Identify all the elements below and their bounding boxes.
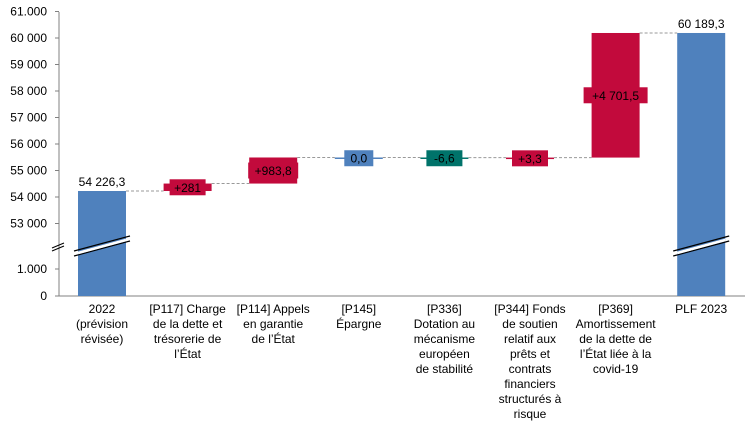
y-tick-label: 53 000 <box>10 217 47 231</box>
category-label: covid-19 <box>593 362 639 376</box>
category-label: PLF 2023 <box>675 302 727 316</box>
data-label: 0,0 <box>350 152 367 166</box>
data-label-box <box>583 87 648 104</box>
y-tick-label: 55 000 <box>10 164 47 178</box>
data-label-box <box>344 150 374 167</box>
data-label-box <box>512 150 548 167</box>
category-label: Dotation au <box>414 317 475 331</box>
category-label: Amortissement <box>576 317 657 331</box>
bar <box>677 32 726 296</box>
category-label: risque <box>514 407 547 421</box>
category-label: l’État liée à la <box>580 346 652 361</box>
bar-break-gap <box>77 238 127 255</box>
y-tick-label: 60 000 <box>10 31 47 45</box>
category-label: de la dette et <box>153 317 223 331</box>
category-label: de stabilité <box>416 362 474 376</box>
data-label-box <box>248 162 299 179</box>
category-label: prêts et <box>510 347 551 361</box>
category-label: structurés à <box>499 392 562 406</box>
category-label: [P117] Charge <box>149 302 226 316</box>
data-label-box <box>426 150 463 167</box>
category-label: [P369] <box>598 302 633 316</box>
data-label: +983,8 <box>255 164 292 178</box>
y-tick-label: 56 000 <box>10 137 47 151</box>
category-label: [P336] <box>427 302 462 316</box>
bar-break-icon <box>73 235 131 257</box>
category-label: en garantie <box>243 317 303 331</box>
data-label-box <box>169 179 206 196</box>
axis-break-icon <box>51 242 65 252</box>
y-tick-label: 1.000 <box>17 262 47 276</box>
data-label: +4 701,5 <box>592 89 639 103</box>
y-tick-label: 0 <box>40 289 47 303</box>
category-label: trésorerie de <box>154 332 222 346</box>
bar-break-gap <box>676 238 726 255</box>
y-tick-label: 58 000 <box>10 84 47 98</box>
category-label: de la dette de <box>579 332 652 346</box>
y-tick-label: 59 000 <box>10 58 47 72</box>
category-label: l’État <box>174 346 201 361</box>
category-label: [P344] Fonds <box>494 302 565 316</box>
category-label: contrats <box>509 362 552 376</box>
bar-break-icon <box>673 235 730 257</box>
category-label: européen <box>419 347 470 361</box>
category-label: de soutien <box>502 317 557 331</box>
category-label: mécanisme <box>414 332 476 346</box>
category-label: révisée) <box>81 332 124 346</box>
data-label: -6,6 <box>434 152 455 166</box>
y-tick-label: 54 000 <box>10 190 47 204</box>
category-label: [P114] Appels <box>237 302 310 316</box>
data-label: 54 226,3 <box>79 175 126 189</box>
y-tick-label: 61.000 <box>10 5 47 19</box>
category-label: relatif aux <box>504 332 556 346</box>
category-label: de l’État <box>252 331 296 346</box>
data-label: +281 <box>174 181 201 195</box>
category-label: (prévision <box>76 317 128 331</box>
category-label: 2022 <box>89 302 116 316</box>
category-label: Épargne <box>336 316 382 331</box>
data-label: 60 189,3 <box>678 17 725 31</box>
y-tick-label: 57 000 <box>10 111 47 125</box>
category-label: financiers <box>504 377 555 391</box>
category-label: [P145] <box>341 302 376 316</box>
data-label: +3,3 <box>518 152 542 166</box>
